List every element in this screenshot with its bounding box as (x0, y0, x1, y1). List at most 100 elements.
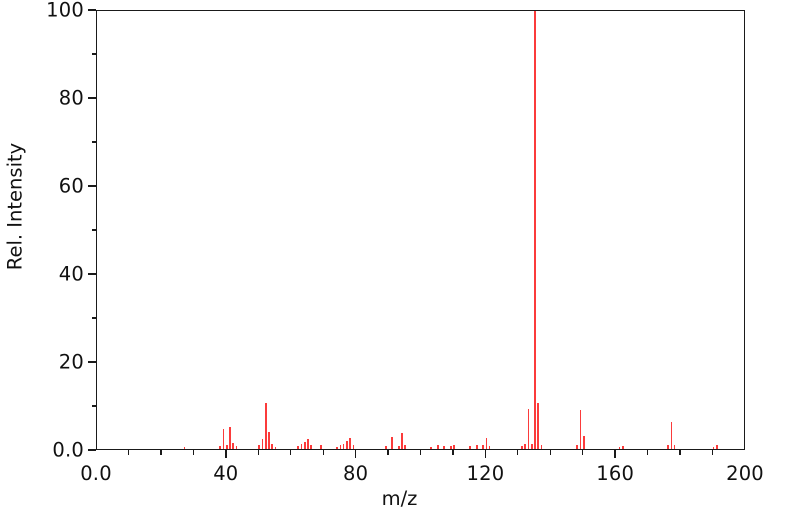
x-axis-minor-tick (452, 450, 454, 455)
y-axis-major-tick (88, 273, 96, 275)
peak-bar (576, 445, 579, 449)
peak-bar (521, 445, 523, 449)
peak-bar (274, 446, 277, 449)
x-axis-minor-tick (387, 450, 389, 455)
x-axis-title: m/z (381, 487, 418, 510)
peak-bar (482, 444, 484, 449)
y-axis-tick-label: 0.0 (52, 438, 84, 462)
y-axis-tick-label: 80 (58, 86, 84, 110)
y-axis-tick-label: 100 (46, 0, 84, 22)
y-axis-major-tick (88, 449, 96, 451)
peak-bar (524, 443, 527, 449)
peak-bar (469, 445, 471, 449)
x-axis-tick-label: 80 (342, 462, 369, 485)
peak-bar (488, 446, 491, 449)
x-axis-minor-tick (257, 450, 259, 455)
x-axis-tick-label: 160 (596, 462, 635, 485)
peak-bar (453, 445, 455, 449)
x-axis-tick-label: 200 (726, 462, 764, 485)
y-axis-minor-tick (91, 317, 96, 319)
peak-bar (667, 445, 669, 449)
peak-bar (346, 441, 348, 449)
peak-bar (673, 445, 676, 449)
x-axis-minor-tick (549, 450, 551, 455)
y-axis-minor-tick (91, 405, 96, 407)
peak-series (97, 11, 744, 449)
peak-bar (430, 446, 433, 449)
x-axis-minor-tick (419, 450, 422, 455)
peak-bar (342, 443, 345, 449)
x-axis-major-tick (614, 450, 616, 458)
peak-bar (449, 446, 452, 449)
peak-bar (268, 432, 270, 449)
x-axis-minor-tick (517, 450, 519, 455)
x-axis-tick-label: 0.0 (80, 462, 112, 485)
peak-bar (715, 445, 718, 449)
peak-bar (712, 446, 715, 449)
peak-bar (222, 429, 225, 449)
peak-bar (436, 445, 439, 449)
peak-bar (264, 402, 267, 449)
peak-bar (397, 446, 400, 449)
peak-bar (485, 437, 488, 449)
x-axis-tick-label: 120 (466, 462, 505, 485)
peak-bar (258, 444, 261, 449)
peak-bar (261, 439, 264, 449)
peak-bar (235, 446, 238, 449)
y-axis-major-tick (88, 97, 96, 99)
peak-bar (303, 442, 306, 449)
x-axis-major-tick (225, 450, 227, 458)
x-axis-major-tick (484, 450, 487, 458)
peak-bar (618, 446, 621, 449)
y-axis-major-tick (88, 185, 96, 187)
x-axis-minor-tick (582, 450, 584, 455)
y-axis-minor-tick (91, 229, 96, 231)
peak-bar (527, 409, 530, 449)
peak-bar (384, 445, 387, 449)
peak-bar (401, 433, 403, 449)
peak-bar (310, 444, 312, 449)
x-axis-minor-tick (679, 450, 681, 455)
x-axis-minor-tick (160, 450, 162, 455)
y-axis-major-tick (88, 9, 96, 11)
peak-bar (670, 421, 673, 449)
y-axis-tick-label: 60 (58, 174, 84, 198)
peak-bar (534, 11, 536, 449)
x-axis-minor-tick (322, 450, 324, 455)
peak-bar (475, 445, 478, 449)
peak-bar (349, 437, 351, 449)
x-axis-major-tick (354, 450, 357, 458)
peak-bar (219, 445, 222, 449)
peak-bar (229, 427, 231, 449)
peak-bar (391, 436, 394, 449)
peak-bar (579, 410, 582, 449)
x-axis-minor-tick (192, 450, 194, 455)
peak-bar (339, 445, 342, 449)
peak-bar (271, 443, 274, 449)
y-axis-title: Rel. Intensity (3, 142, 27, 271)
peak-bar (225, 444, 228, 449)
y-axis-tick-label: 40 (58, 262, 84, 286)
y-axis-major-tick (88, 361, 96, 363)
x-axis-minor-tick (711, 450, 714, 455)
peak-bar (443, 446, 446, 449)
plot-area (96, 10, 745, 450)
peak-bar (320, 445, 322, 449)
peak-bar (307, 439, 309, 449)
peak-bar (540, 444, 543, 449)
peak-bar (232, 443, 235, 449)
peak-bar (621, 446, 624, 449)
peak-bar (352, 445, 355, 449)
peak-bar (300, 443, 303, 449)
y-axis-minor-tick (91, 53, 96, 55)
peak-bar (582, 435, 585, 449)
x-axis-minor-tick (290, 450, 292, 455)
peak-bar (537, 402, 540, 449)
x-axis-tick-label: 40 (213, 462, 239, 485)
peak-bar (336, 446, 338, 449)
x-axis-minor-tick (647, 450, 649, 455)
y-axis-minor-tick (91, 141, 96, 143)
peak-bar (297, 446, 300, 449)
x-axis-minor-tick (127, 450, 130, 455)
